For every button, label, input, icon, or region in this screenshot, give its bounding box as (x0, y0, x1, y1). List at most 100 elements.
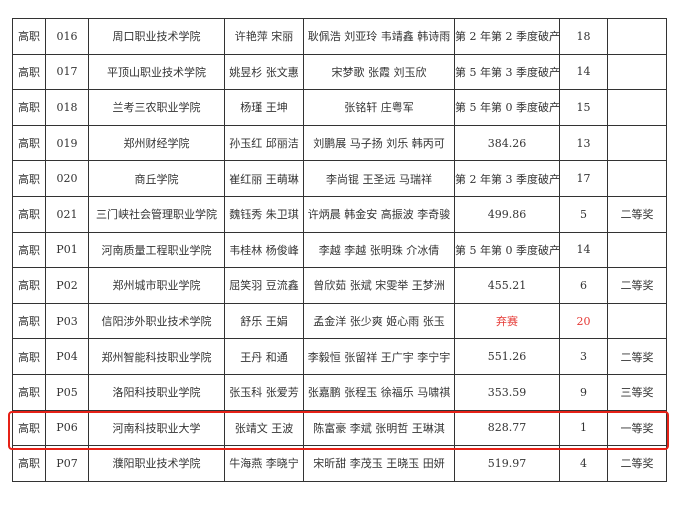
cell-teachers: 张玉科 张爱芳 (224, 373, 304, 411)
cell-teachers: 舒乐 王娟 (224, 302, 304, 340)
cell-score: 第 5 年第 3 季度破产 (454, 53, 560, 91)
cell-teachers: 崔红丽 王萌琳 (224, 160, 304, 197)
cell-award (607, 18, 667, 55)
cell-id: P07 (45, 445, 89, 482)
results-table: 高职 016 周口职业技术学院 许艳萍 宋丽 耿佩浩 刘亚玲 韦靖鑫 韩诗雨第 2 年第… (12, 18, 667, 482)
cell-teachers: 杨瑾 王坤 (224, 89, 304, 126)
cell-category: 高职 (12, 445, 46, 482)
cell-teachers: 王丹 和通 (224, 338, 304, 375)
cell-teachers: 张靖文 王波 (224, 409, 304, 447)
table-row: 高职 P03 信阳涉外职业技术学院 舒乐 王娟 孟金洋 张少爽 姬心雨 张玉 弃赛 20 (12, 302, 667, 340)
cell-id: P04 (45, 338, 89, 375)
cell-category: 高职 (12, 338, 46, 375)
table-row: 高职 P07 濮阳职业技术学院 牛海燕 李晓宁 宋昕甜 李茂玉 王晓玉 田妍 519.97… (12, 445, 667, 482)
cell-category: 高职 (12, 18, 46, 55)
cell-score: 828.77 (454, 409, 560, 447)
cell-school: 郑州城市职业学院 (88, 267, 225, 304)
cell-students: 张嘉鹏 张程玉 徐福乐 马啸祺 (303, 373, 455, 411)
cell-id: P03 (45, 302, 89, 340)
cell-id: 017 (45, 53, 89, 91)
cell-school: 平顶山职业技术学院 (88, 53, 225, 91)
cell-score: 499.86 (454, 195, 560, 233)
cell-score: 第 5 年第 0 季度破产 (454, 89, 560, 126)
table-row: 高职 021 三门峡社会管理职业学院 魏钰秀 朱卫琪 许炳晨 韩金安 高振波 李奇骏 49… (12, 195, 667, 233)
cell-rank: 13 (559, 124, 608, 162)
cell-id: 018 (45, 89, 89, 126)
cell-id: P06 (45, 409, 89, 447)
cell-score: 455.21 (454, 267, 560, 304)
cell-id: P05 (45, 373, 89, 411)
cell-rank: 17 (559, 160, 608, 197)
cell-rank: 15 (559, 89, 608, 126)
cell-students: 耿佩浩 刘亚玲 韦靖鑫 韩诗雨 (303, 18, 455, 55)
cell-score: 384.26 (454, 124, 560, 162)
cell-award: 三等奖 (607, 373, 667, 411)
cell-award: 二等奖 (607, 195, 667, 233)
cell-rank: 9 (559, 373, 608, 411)
cell-category: 高职 (12, 89, 46, 126)
table-row: 高职 017 平顶山职业技术学院 姚昱杉 张文惠 宋梦歌 张霞 刘玉欣第 5 年第 3 … (12, 53, 667, 91)
cell-category: 高职 (12, 231, 46, 269)
cell-teachers: 魏钰秀 朱卫琪 (224, 195, 304, 233)
cell-students: 宋昕甜 李茂玉 王晓玉 田妍 (303, 445, 455, 482)
table-row: 高职 018 兰考三农职业学院 杨瑾 王坤 张铭轩 庄粤军第 5 年第 0 季度破产 15 (12, 89, 667, 126)
cell-rank: 3 (559, 338, 608, 375)
cell-id: P02 (45, 267, 89, 304)
cell-score: 353.59 (454, 373, 560, 411)
cell-students: 刘鹏展 马子扬 刘乐 韩丙可 (303, 124, 455, 162)
cell-category: 高职 (12, 302, 46, 340)
cell-rank: 18 (559, 18, 608, 55)
cell-score: 弃赛 (454, 302, 560, 340)
cell-rank: 4 (559, 445, 608, 482)
cell-category: 高职 (12, 160, 46, 197)
cell-id: P01 (45, 231, 89, 269)
cell-score: 第 2 年第 2 季度破产 (454, 18, 560, 55)
cell-category: 高职 (12, 373, 46, 411)
cell-award (607, 302, 667, 340)
table-row: 高职 P04 郑州智能科技职业学院 王丹 和通 李毅恒 张留祥 王广宇 李宁宇 551.2… (12, 338, 667, 375)
cell-school: 郑州智能科技职业学院 (88, 338, 225, 375)
cell-teachers: 姚昱杉 张文惠 (224, 53, 304, 91)
cell-teachers: 牛海燕 李晓宁 (224, 445, 304, 482)
cell-students: 李毅恒 张留祥 王广宇 李宁宇 (303, 338, 455, 375)
cell-award: 二等奖 (607, 445, 667, 482)
cell-teachers: 屈笑羽 豆流鑫 (224, 267, 304, 304)
cell-score: 第 2 年第 3 季度破产 (454, 160, 560, 197)
table-row: 高职 020 商丘学院 崔红丽 王萌琳 李尚锟 王圣远 马瑞祥第 2 年第 3 季度破产… (12, 160, 667, 197)
cell-rank: 14 (559, 231, 608, 269)
cell-school: 郑州财经学院 (88, 124, 225, 162)
cell-score: 第 5 年第 0 季度破产 (454, 231, 560, 269)
cell-students: 宋梦歌 张霞 刘玉欣 (303, 53, 455, 91)
cell-award: 一等奖 (607, 409, 667, 447)
cell-students: 陈富豪 李斌 张明哲 王琳淇 (303, 409, 455, 447)
cell-rank: 14 (559, 53, 608, 91)
cell-school: 河南科技职业大学 (88, 409, 225, 447)
cell-rank: 6 (559, 267, 608, 304)
cell-rank: 1 (559, 409, 608, 447)
cell-teachers: 许艳萍 宋丽 (224, 18, 304, 55)
cell-rank: 5 (559, 195, 608, 233)
cell-school: 三门峡社会管理职业学院 (88, 195, 225, 233)
table-row: 高职 P06 河南科技职业大学 张靖文 王波 陈富豪 李斌 张明哲 王琳淇 828.77 1… (12, 409, 667, 447)
cell-category: 高职 (12, 195, 46, 233)
cell-students: 曾欣茹 张斌 宋雯举 王梦洲 (303, 267, 455, 304)
cell-students: 李越 李越 张明珠 介冰倩 (303, 231, 455, 269)
cell-award: 二等奖 (607, 338, 667, 375)
cell-school: 濮阳职业技术学院 (88, 445, 225, 482)
cell-rank: 20 (559, 302, 608, 340)
cell-award (607, 231, 667, 269)
cell-score: 519.97 (454, 445, 560, 482)
cell-students: 张铭轩 庄粤军 (303, 89, 455, 126)
table-row: 高职 P02 郑州城市职业学院 屈笑羽 豆流鑫 曾欣茹 张斌 宋雯举 王梦洲 455.21… (12, 267, 667, 304)
cell-school: 商丘学院 (88, 160, 225, 197)
cell-award (607, 53, 667, 91)
cell-school: 周口职业技术学院 (88, 18, 225, 55)
cell-students: 孟金洋 张少爽 姬心雨 张玉 (303, 302, 455, 340)
cell-category: 高职 (12, 267, 46, 304)
cell-id: 016 (45, 18, 89, 55)
cell-id: 021 (45, 195, 89, 233)
cell-award (607, 89, 667, 126)
table-row: 高职 P01 河南质量工程职业学院 韦桂林 杨俊峰 李越 李越 张明珠 介冰倩第 5 年… (12, 231, 667, 269)
cell-teachers: 韦桂林 杨俊峰 (224, 231, 304, 269)
cell-school: 洛阳科技职业学院 (88, 373, 225, 411)
